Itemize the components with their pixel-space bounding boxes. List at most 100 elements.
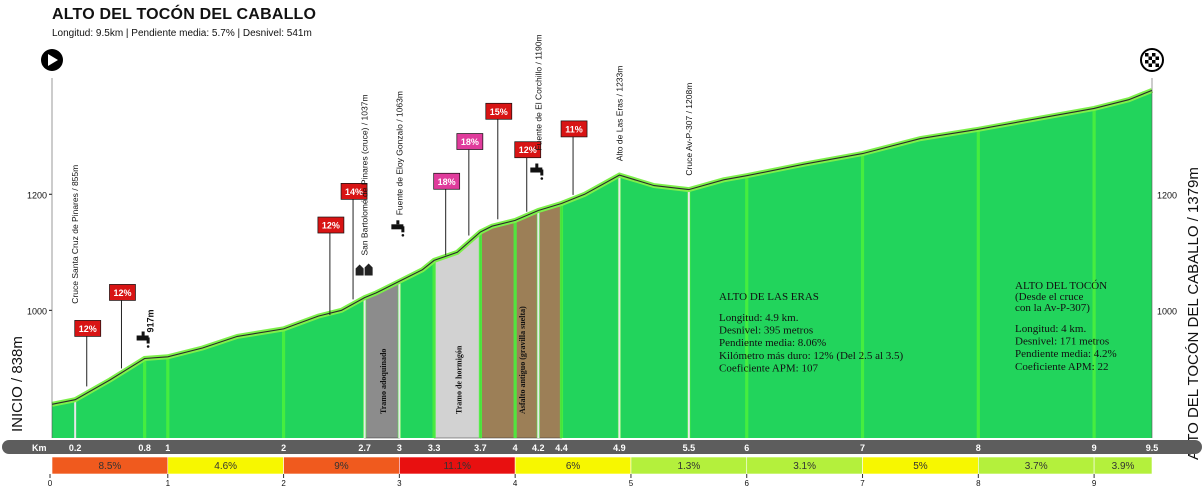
slope-flag-label: 15% [490,107,508,117]
km-label: 6 [744,443,749,453]
km-label: 3.3 [428,443,441,453]
climb-info-title: (Desde el cruce [1015,291,1084,303]
km-gradient-label: 4.6% [214,461,237,472]
slope-flag-label: 18% [438,177,456,187]
slope-flag-box [74,320,102,337]
bottom-tick-label: 5 [629,479,634,486]
climb-info-line: Pendiente media: 4.2% [1015,348,1117,360]
slope-flag: 12% [514,141,542,212]
km-gradient-label: 3.9% [1112,461,1135,472]
climb-info-title: ALTO DEL TOCÓN [1015,280,1107,292]
km-label: 9.5 [1146,443,1159,453]
km-label: 4.9 [613,443,626,453]
checkered-flag-finish-icon [1140,48,1164,72]
slope-flag: 18% [456,133,484,236]
slope-flag-box [514,141,542,159]
slope-flag-label: 14% [345,187,363,197]
location-label: Alto de Las Eras / 1233m [614,66,624,161]
chart-title: ALTO DEL TOCÓN DEL CABALLO [52,6,317,23]
slope-flag-label: 12% [519,145,537,155]
location-label: Fuente de Eloy Gonzalo / 1063m [394,91,404,215]
slope-flag: 12% [74,320,102,387]
y-tick-label-right: 1000 [1157,306,1177,316]
location-label: Fuente de El Corchillo / 1190m [533,34,543,150]
profile-outline [51,89,1153,405]
bottom-tick-label: 7 [860,479,865,486]
location-label: Cruce Av-P-307 / 1208m [684,83,694,176]
slope-flag: 14% [340,183,368,300]
play-start-icon [41,49,63,71]
slope-flag-box [456,133,484,150]
km-label: 3.7 [474,443,487,453]
slope-flag-label: 12% [113,288,131,298]
surface-section-label: Asfalto antiguo (gravilla suelta) [518,306,527,414]
km-label: 2 [281,443,286,453]
climb-info-line: Coeficiente APM: 107 [719,362,818,374]
slope-flag-box [340,183,368,200]
slope-flag-box [317,216,345,234]
bottom-tick-label: 1 [166,479,171,486]
bottom-tick-label: 4 [513,479,518,486]
km-gradient-segment [1093,456,1153,475]
fountain-elevation-label: 917m [146,309,156,332]
km-label: 7 [860,443,865,453]
bottom-tick-label: 0 [48,479,53,486]
km-gradient-label: 9% [334,461,349,472]
surface-section-label: Tramo adoquinado [379,349,388,414]
water-fountain-icon [530,163,544,180]
km-label: 3 [397,443,402,453]
climb-info-title: ALTO DE LAS ERAS [719,291,819,303]
water-fountain-icon [391,220,405,237]
slope-flag-box [560,120,588,138]
slope-flag-box [109,284,136,301]
km-label: 8 [976,443,981,453]
km-label: 9 [1092,443,1097,453]
climb-info-line: Pendiente media: 8.06% [719,337,826,349]
water-fountain-icon [136,331,150,348]
slope-flag: 15% [485,102,513,220]
slope-flag: 18% [433,172,461,256]
bottom-tick-label: 2 [281,479,286,486]
km-axis-bar [2,440,1202,454]
km-label: 0.8 [138,443,151,453]
km-gradient-label: 5% [913,461,928,472]
km-gradient-label: 3.7% [1025,461,1048,472]
slope-flag: 12% [109,284,136,369]
km-label: 4 [513,443,518,453]
climb-info-line: Coeficiente APM: 22 [1015,361,1109,373]
surface-section-label: Tramo de hormigón [454,345,463,414]
slope-flag-label: 11% [565,124,583,134]
climb-info-line: Longitud: 4 km. [1015,323,1086,335]
village-icon [355,263,373,276]
climb-info-line: Longitud: 4.9 km. [719,312,799,324]
profile-area [52,90,1152,439]
start-elevation-label: INICIO / 838m [9,336,26,432]
bottom-tick-label: 6 [745,479,750,486]
bottom-tick-label: 3 [397,479,402,486]
slope-flag-box [433,172,461,190]
km-label: 4.4 [555,443,568,453]
climb-info-box: ALTO DE LAS ERAS Longitud: 4.9 km.Desnive… [719,291,904,374]
location-label: San Bartolomé de Pinares (cruce) / 1037m [360,94,370,255]
km-gradient-label: 1.3% [677,461,700,472]
chart-subtitle: Longitud: 9.5km | Pendiente media: 5.7% … [52,28,312,39]
bottom-tick-label: 8 [976,479,981,486]
bottom-tick-label: 9 [1092,479,1097,486]
slope-flag-label: 12% [322,221,340,231]
slope-flag-label: 12% [79,324,97,334]
climb-info-line: Kilómetro más duro: 12% (Del 2.5 al 3.5) [719,350,904,362]
km-label: 2.7 [358,443,371,453]
km-gradient-label: 6% [566,461,581,472]
y-tick-label-left: 1000 [27,306,47,316]
climb-info-title: con la Av-P-307) [1015,302,1090,314]
km-gradient-label: 3.1% [793,461,816,472]
km-axis-title: Km [32,443,47,453]
km-gradient-label: 8.5% [98,461,121,472]
slope-flag: 11% [560,120,588,195]
km-gradient-label: 11.1% [443,461,471,472]
location-label: Cruce Santa Cruz de Pinares / 855m [70,165,80,304]
km-label: 0.2 [69,443,82,453]
km-label: 4.2 [532,443,545,453]
